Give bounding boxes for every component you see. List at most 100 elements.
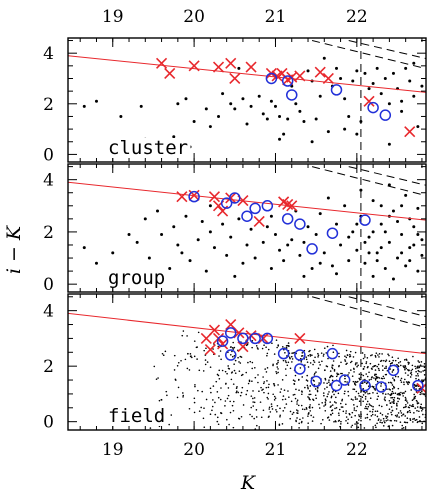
galaxy-dot [312,359,315,362]
galaxy-dot [402,395,404,397]
galaxy-dot [312,399,315,401]
galaxy-dot [209,387,212,390]
galaxy-dot [256,424,258,427]
galaxy-dot [363,71,367,75]
galaxy-dot [273,384,276,387]
cross-marker [245,61,257,73]
galaxy-dot [389,393,391,396]
galaxy-dot [260,416,263,419]
galaxy-dot [196,358,198,360]
galaxy-dot [255,416,258,418]
galaxy-dot [323,388,326,390]
galaxy-dot [267,348,270,351]
galaxy-dot [412,421,414,423]
galaxy-dot [173,354,176,357]
galaxy-dot [317,354,320,357]
galaxy-dot [381,353,383,355]
galaxy-dot [399,360,402,363]
galaxy-dot [289,410,292,413]
galaxy-dot [376,392,378,395]
galaxy-dot [229,235,233,239]
galaxy-dot [362,394,365,396]
galaxy-dot [354,414,356,417]
galaxy-dot [309,407,311,409]
x-tick-label-top: 21 [265,7,287,27]
galaxy-dot [273,353,276,355]
galaxy-dot [371,368,373,370]
galaxy-dot [267,392,270,395]
galaxy-dot [322,56,326,60]
galaxy-dot [380,385,382,387]
galaxy-dot [252,390,254,392]
galaxy-dot [404,415,407,417]
galaxy-dot [406,368,409,371]
galaxy-dot [267,398,269,400]
x-axis-title: K [240,472,257,494]
galaxy-dot [180,251,184,255]
galaxy-dot [397,365,400,368]
galaxy-dot [413,417,415,420]
galaxy-dot [394,414,397,417]
galaxy-dot [211,409,213,412]
galaxy-dot [396,414,399,416]
galaxy-dot [416,206,420,210]
galaxy-dot [392,400,395,403]
galaxy-dot [301,376,304,378]
plot-area [68,164,426,292]
galaxy-dot [416,401,419,403]
cross-marker [253,215,265,228]
galaxy-dot [350,360,353,363]
galaxy-dot [208,204,212,208]
galaxy-dot [273,399,276,401]
galaxy-dot [289,357,291,360]
galaxy-dot [296,417,298,419]
galaxy-dot [209,366,212,368]
galaxy-dot [355,132,359,136]
galaxy-dot [360,413,362,415]
galaxy-dot [297,410,299,412]
galaxy-dot [393,402,395,405]
galaxy-dot [340,420,342,423]
galaxy-dot [343,392,346,395]
galaxy-dot [94,261,98,265]
galaxy-dot [221,222,225,226]
galaxy-dot [174,379,177,381]
galaxy-dot [397,387,400,390]
galaxy-dot [228,423,230,426]
galaxy-dot [274,397,277,400]
galaxy-dot [412,418,414,420]
galaxy-dot [295,420,297,423]
galaxy-dot [279,414,281,417]
galaxy-dot [344,377,346,380]
galaxy-dot [392,369,394,372]
galaxy-dot [307,387,309,390]
galaxy-dot [293,393,296,396]
galaxy-dot [309,410,312,412]
galaxy-dot [359,120,363,124]
galaxy-dot [263,344,265,347]
galaxy-dot [308,405,311,408]
galaxy-dot [340,372,342,375]
galaxy-dot [284,368,287,370]
galaxy-dot [218,355,220,357]
galaxy-dot [283,389,286,391]
galaxy-dot [135,240,139,244]
galaxy-dot [226,372,228,375]
galaxy-dot [360,419,362,422]
cross-stroke [208,324,221,336]
galaxy-dot [415,399,418,402]
galaxy-dot [139,104,143,108]
galaxy-dot [202,370,205,372]
galaxy-dot [411,364,414,367]
galaxy-dot [409,372,412,374]
galaxy-dot [369,397,372,400]
galaxy-dot [280,388,283,390]
galaxy-dot [384,393,387,395]
cross-stroke [212,61,225,73]
galaxy-dot [366,413,369,416]
y-tick-label: 0 [43,413,54,433]
galaxy-dot [204,269,208,273]
galaxy-dot [394,375,397,378]
galaxy-dot [352,380,355,383]
galaxy-dot [395,420,398,422]
